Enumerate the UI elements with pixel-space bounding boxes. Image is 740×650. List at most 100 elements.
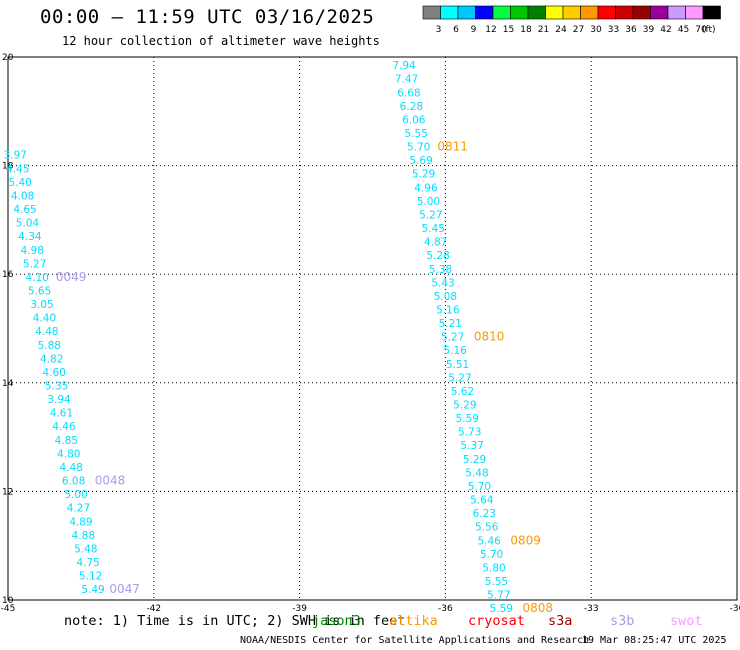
legend-label: 33 — [608, 25, 619, 35]
legend-swatch — [702, 5, 721, 20]
wave-height-value: 4.80 — [57, 448, 80, 460]
wave-height-value: 6.23 — [473, 508, 496, 520]
plot-frame — [7, 56, 738, 601]
wave-height-value: 4.10 — [25, 272, 48, 284]
wave-height-value: 4.27 — [67, 503, 90, 515]
wave-height-value: 4.34 — [18, 231, 42, 243]
y-tick-label: 18 — [2, 162, 14, 172]
wave-height-value: 5.00 — [417, 196, 440, 208]
wave-height-value: 4.82 — [40, 353, 63, 365]
legend-label: 21 — [538, 25, 549, 35]
x-tick-label: -33 — [584, 604, 599, 612]
pass-time-label: 0808 — [522, 601, 553, 612]
wave-height-value: 4.89 — [69, 516, 92, 528]
x-tick-label: -30 — [730, 604, 740, 612]
wave-height-value: 5.48 — [465, 467, 488, 479]
satellite-altika: altika — [389, 613, 438, 629]
y-tick-label: 12 — [2, 487, 13, 497]
legend-label: (ft) — [702, 25, 716, 35]
wave-height-value: 4.61 — [50, 408, 73, 420]
wave-height-value: 5.21 — [439, 318, 462, 330]
pass-time-label: 0049 — [56, 270, 87, 284]
legend-label: 30 — [590, 25, 602, 35]
color-legend: 3 6 9 12 15 18 21 24 27 30 33 36 39 42 45 70(ft) — [422, 5, 721, 35]
wave-height-value: 5.16 — [436, 304, 460, 316]
wave-height-value: 5.00 — [64, 489, 87, 501]
wave-height-value: 5.49 — [81, 584, 104, 596]
map-plot: -45 -42 -39 -36 -33 -30 10 12 14 16 18 20 3.974.45 5.… — [1, 53, 740, 612]
wave-height-value: 5.37 — [460, 440, 483, 452]
legend-label: 36 — [625, 25, 637, 35]
wave-height-value: 5.80 — [482, 562, 505, 574]
wave-height-value: 5.45 — [422, 223, 445, 235]
wave-height-value: 5.16 — [443, 345, 467, 357]
wave-height-value: 5.35 — [45, 381, 68, 393]
pass-time-label: 0811 — [437, 140, 468, 154]
x-tick-label: -45 — [1, 604, 16, 612]
wave-height-value: 6.08 — [62, 476, 85, 488]
wave-height-value: 4.85 — [55, 435, 78, 447]
wave-height-value: 5.27 — [23, 258, 46, 270]
legend-label: 42 — [660, 25, 671, 35]
legend-label: 9 — [471, 25, 477, 35]
y-tick-label: 10 — [2, 596, 14, 606]
wave-height-value: 5.55 — [485, 576, 508, 588]
legend-label: 3 — [436, 25, 442, 35]
wave-height-value: 4.96 — [414, 182, 438, 194]
wave-height-value: 5.64 — [470, 495, 494, 507]
wave-height-value: 5.77 — [487, 590, 510, 602]
legend-label: 39 — [643, 25, 655, 35]
credit-text: NOAA/NESDIS Center for Satellite Applica… — [240, 635, 590, 646]
chart-title: 00:00 – 11:59 UTC 03/16/2025 — [40, 6, 375, 28]
wave-height-value: 4.87 — [424, 237, 447, 249]
wave-height-value: 3.97 — [4, 150, 27, 162]
wave-height-value: 4.65 — [13, 204, 36, 216]
pass-time-label: 0809 — [510, 533, 541, 547]
legend-label: 70 — [695, 25, 707, 35]
legend-label: 18 — [520, 25, 532, 35]
wave-height-value: 5.70 — [480, 549, 503, 561]
wave-height-value: 4.08 — [11, 190, 34, 202]
footer-note: note: 1) Time is in UTC; 2) SWH is in fe… — [64, 613, 406, 629]
wave-height-value: 4.48 — [59, 462, 82, 474]
y-tick-label: 14 — [2, 379, 14, 389]
wave-height-value: 5.65 — [28, 285, 51, 297]
wave-height-value: 5.70 — [407, 142, 430, 154]
wave-height-value: 5.46 — [477, 535, 501, 547]
wave-height-value: 5.59 — [490, 603, 513, 612]
satellite-s3b: s3b — [610, 613, 635, 629]
wave-height-value: 5.40 — [8, 177, 31, 189]
wave-height-value: 5.28 — [426, 250, 449, 262]
wave-height-value: 4.88 — [72, 530, 95, 542]
satellite-swot: swot — [670, 613, 703, 629]
wave-height-value: 3.94 — [47, 394, 71, 406]
wave-height-value: 5.29 — [463, 454, 486, 466]
legend-label: 12 — [485, 25, 496, 35]
wave-height-value: 5.08 — [434, 291, 457, 303]
satellite-jason3: jason3 — [312, 613, 361, 629]
chart-subtitle: 12 hour collection of altimeter wave hei… — [62, 34, 380, 48]
wave-height-value: 5.51 — [446, 359, 469, 371]
wave-height-value: 5.56 — [475, 522, 499, 534]
x-tick-label: -36 — [438, 604, 453, 612]
wave-height-value: 5.62 — [451, 386, 474, 398]
wave-height-value: 4.46 — [52, 421, 76, 433]
wave-height-value: 5.43 — [431, 277, 454, 289]
wave-height-value: 5.59 — [456, 413, 479, 425]
wave-height-value: 3.05 — [30, 299, 53, 311]
wave-height-value: 5.69 — [409, 155, 432, 167]
wave-height-value: 6.06 — [402, 114, 426, 126]
legend-label: 24 — [555, 25, 567, 35]
y-tick-label: 20 — [2, 53, 14, 63]
pass-time-label: 0047 — [109, 582, 140, 596]
wave-height-value: 5.27 — [448, 372, 471, 384]
x-tick-label: -42 — [146, 604, 161, 612]
legend-label: 27 — [573, 25, 584, 35]
wave-height-value: 5.27 — [441, 332, 464, 344]
wave-height-value: 5.73 — [458, 427, 481, 439]
pass-time-label: 0810 — [474, 330, 505, 344]
wave-height-value: 7.94 — [392, 60, 416, 72]
legend-label: 45 — [678, 25, 689, 35]
wave-height-value: 4.40 — [33, 313, 56, 325]
satellite-cryosat: cryosat — [468, 613, 525, 629]
